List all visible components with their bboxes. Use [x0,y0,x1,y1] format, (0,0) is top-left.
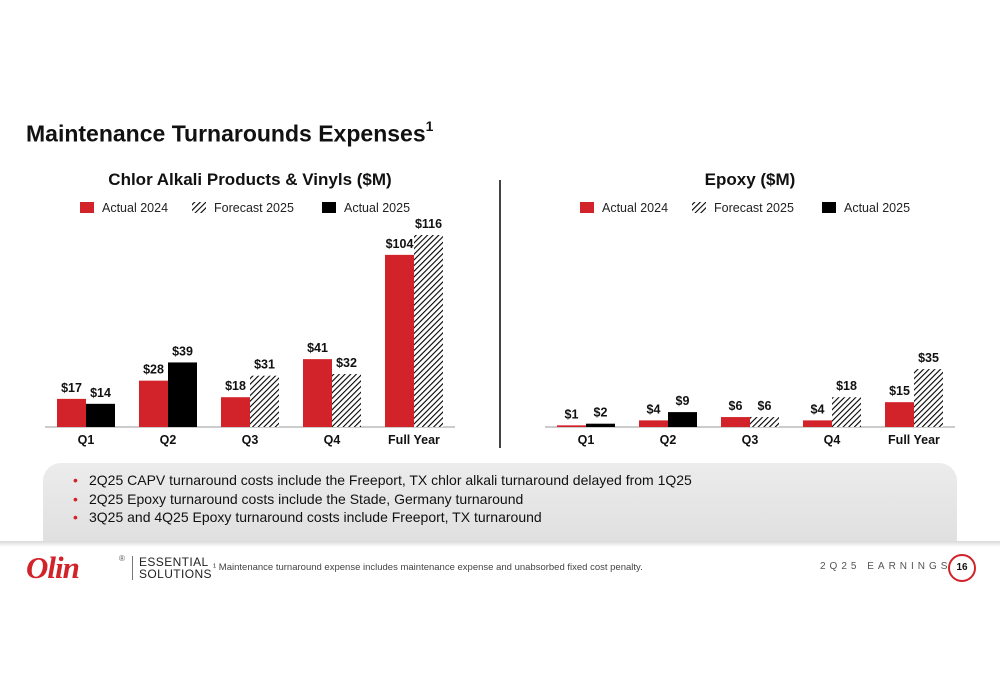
footer-divider [0,541,1000,547]
notes-panel: 2Q25 CAPV turnaround costs include the F… [43,463,957,541]
legend-swatch [322,202,336,213]
footnote: ¹ Maintenance turnaround expense include… [213,562,643,573]
legend-label: Forecast 2025 [214,201,294,215]
legend-swatch [192,202,206,213]
legend-item: Actual 2024 [580,201,668,215]
legend-item: Actual 2025 [822,201,910,215]
category-label: Q3 [742,433,759,447]
note-bullet: 2Q25 CAPV turnaround costs include the F… [73,471,957,490]
category-label: Q3 [242,433,259,447]
legend-swatch [580,202,594,213]
bar-forecast-2025-q4 [332,374,361,427]
data-label: $104 [386,237,414,251]
category-label: Q2 [660,433,677,447]
data-label: $9 [676,394,690,408]
epoxy-chart: Actual 2024 Forecast 2025 Actual 2025 $1 $2 Q… [545,201,955,447]
data-label: $2 [594,406,608,420]
legend-swatch [80,202,94,213]
page-title: Maintenance Turnarounds Expenses1 [26,118,434,147]
bar-actual-2024-q3 [721,417,750,427]
legend-label: Forecast 2025 [714,201,794,215]
legend-label: Actual 2025 [844,201,910,215]
bar-actual-2024-full-year [885,402,914,427]
legend-item: Actual 2024 [80,201,168,215]
chart-title-epoxy: Epoxy ($M) [704,170,796,189]
data-label: $6 [758,399,772,413]
chart-title-capv: Chlor Alkali Products & Vinyls ($M) [108,170,392,189]
bar-actual-2025-q1 [586,423,615,427]
bar-actual-2024-q3 [221,397,250,427]
chart-divider [499,180,501,448]
category-label: Q2 [160,433,177,447]
data-label: $1 [565,407,579,421]
legend-swatch [692,202,706,213]
note-bullet: 3Q25 and 4Q25 Epoxy turnaround costs inc… [73,508,957,527]
data-label: $18 [225,379,246,393]
legend-swatch [822,202,836,213]
bar-forecast-2025-q3 [250,375,279,427]
logo-tagline-line1: ESSENTIAL [139,555,209,569]
data-label: $14 [90,386,111,400]
bar-forecast-2025-full-year [914,369,943,427]
bar-actual-2024-q2 [139,380,168,427]
legend-label: Actual 2025 [344,201,410,215]
data-label: $31 [254,358,275,372]
bar-actual-2024-q1 [557,425,586,427]
logo-wordmark: Olin [26,550,80,585]
bar-actual-2024-q2 [639,420,668,427]
bar-forecast-2025-q4 [832,397,861,427]
bar-actual-2025-q2 [668,412,697,427]
earnings-label: 2Q25 EARNINGS [820,561,952,572]
data-label: $4 [811,402,825,416]
bar-forecast-2025-full-year [414,235,443,427]
legend-item: Actual 2025 [322,201,410,215]
legend-label: Actual 2024 [102,201,168,215]
bar-actual-2025-q2 [168,362,197,427]
bar-actual-2024-q4 [303,359,332,427]
data-label: $32 [336,356,357,370]
logo-registered-mark: ® [119,554,125,563]
data-label: $15 [889,384,910,398]
logo-tagline: ESSENTIAL SOLUTIONS [132,556,212,580]
data-label: $116 [415,217,442,231]
bar-actual-2025-q1 [86,403,115,427]
legend-item: Forecast 2025 [192,201,294,215]
bar-actual-2024-q1 [57,398,86,427]
note-bullet: 2Q25 Epoxy turnaround costs include the … [73,490,957,509]
data-label: $28 [143,363,164,377]
data-label: $6 [729,399,743,413]
category-label: Q1 [578,433,595,447]
category-label: Full Year [888,433,940,447]
category-label: Q4 [324,433,341,447]
data-label: $17 [61,381,82,395]
legend-label: Actual 2024 [602,201,668,215]
category-label: Full Year [388,433,440,447]
bar-forecast-2025-q3 [750,417,779,427]
bar-actual-2024-full-year [385,254,414,427]
data-label: $39 [172,344,193,358]
bar-actual-2024-q4 [803,420,832,427]
olin-logo: Olin ® ESSENTIAL SOLUTIONS [26,550,212,585]
logo-tagline-line2: SOLUTIONS [139,567,212,581]
legend-item: Forecast 2025 [692,201,794,215]
capv-chart: Actual 2024 Forecast 2025 Actual 2025 $17 $1… [45,201,455,447]
data-label: $4 [647,402,661,416]
data-label: $41 [307,341,328,355]
page-number-badge: 16 [948,554,976,582]
category-label: Q1 [78,433,95,447]
data-label: $18 [836,379,857,393]
category-label: Q4 [824,433,841,447]
data-label: $35 [918,351,939,365]
